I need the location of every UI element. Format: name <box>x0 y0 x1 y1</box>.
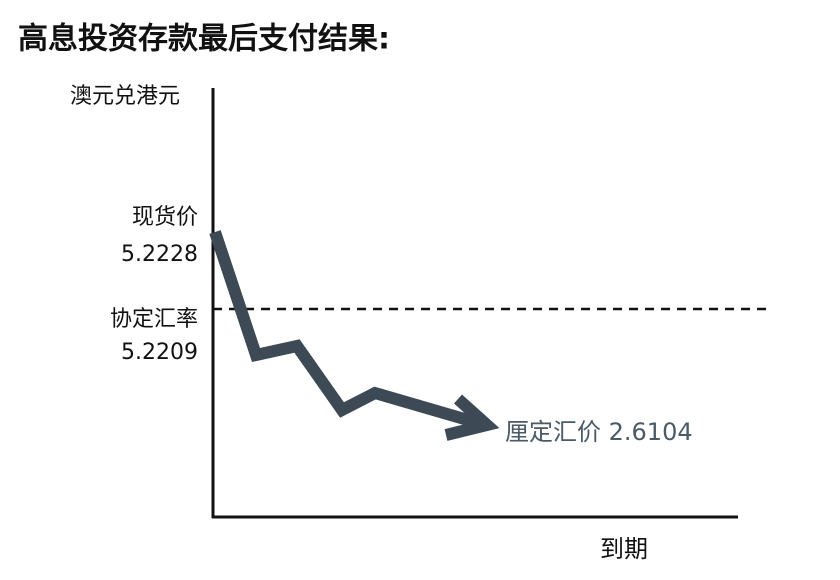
spot-value: 5.2228 <box>121 242 198 267</box>
strike-value: 5.2209 <box>121 340 198 365</box>
spot-label: 现货价 <box>132 205 198 230</box>
x-axis-label: 到期 <box>600 535 648 563</box>
arrow-head <box>444 394 500 441</box>
rate-path <box>209 230 487 431</box>
fixing-label: 厘定汇价 2.6104 <box>505 418 693 446</box>
y-axis-label: 澳元兑港元 <box>70 84 180 109</box>
strike-label: 协定汇率 <box>110 307 198 332</box>
title: 高息投资存款最后支付结果: <box>18 22 390 57</box>
